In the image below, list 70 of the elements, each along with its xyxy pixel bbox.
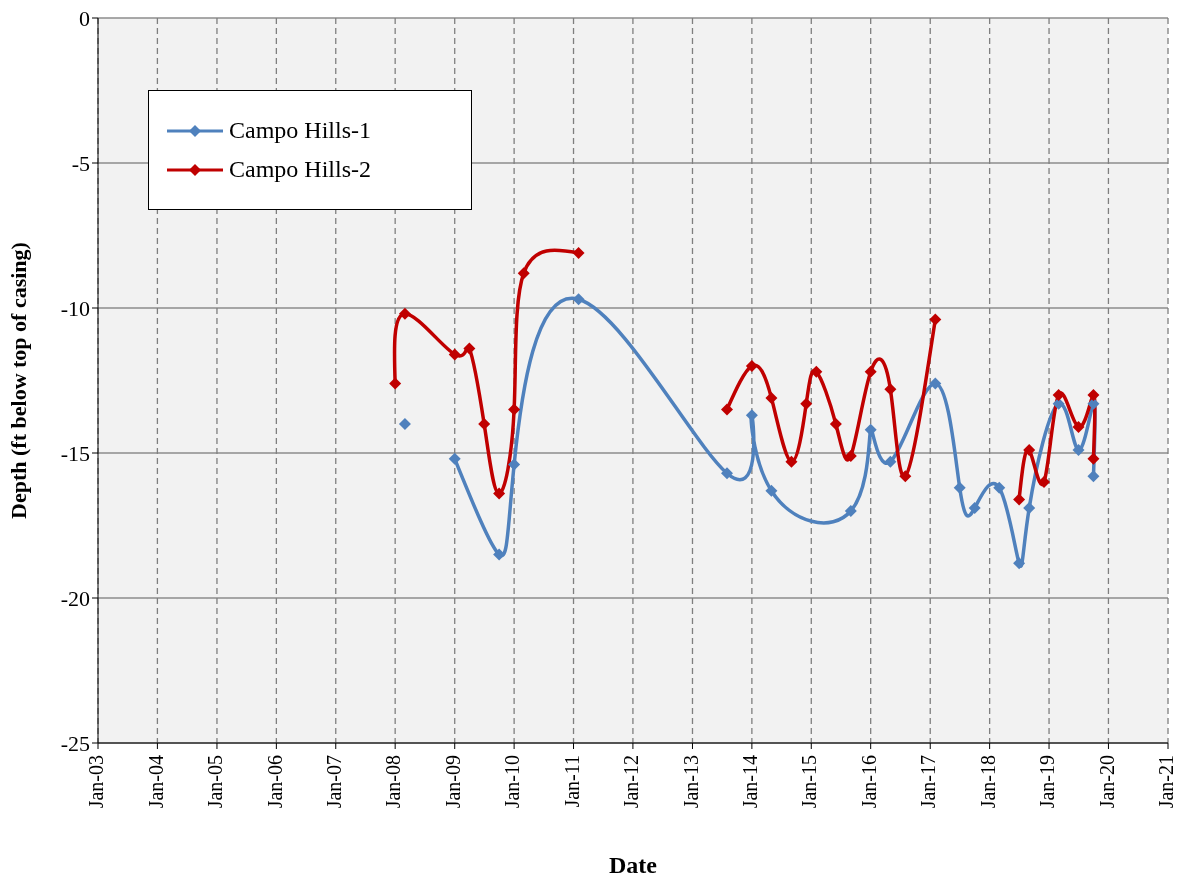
point [398, 418, 411, 430]
point [745, 360, 758, 372]
point [1072, 420, 1085, 433]
x-tick-label: Jan-11 [560, 755, 583, 808]
point [929, 313, 942, 326]
y-tick-label: -25 [60, 730, 90, 756]
point [899, 470, 912, 483]
x-tick-label: Jan-15 [798, 755, 821, 809]
point [1037, 476, 1050, 488]
point [929, 377, 942, 390]
point [953, 481, 966, 494]
point [572, 293, 585, 306]
x-tick-label: Jan-19 [1036, 755, 1059, 809]
x-tick-label: Jan-08 [382, 755, 405, 809]
point [478, 418, 491, 430]
point [1013, 493, 1026, 506]
x-tick-label: Jan-10 [501, 755, 524, 809]
point [884, 383, 897, 396]
point [765, 391, 778, 404]
point [844, 505, 857, 517]
x-tick-label: Jan-12 [620, 755, 643, 809]
x-tick-label: Jan-05 [204, 755, 227, 809]
x-tick-label: Jan-03 [85, 755, 108, 809]
point [389, 377, 402, 390]
x-tick-label: Jan-07 [322, 755, 345, 809]
y-tick-label: -15 [60, 440, 90, 466]
x-tick-label: Jan-14 [739, 755, 762, 809]
x-tick-label: Jan-17 [917, 755, 940, 809]
x-tick-label: Jan-20 [1095, 755, 1118, 809]
point [829, 418, 842, 430]
y-tick-label: 0 [79, 5, 90, 31]
point [720, 403, 733, 416]
point [493, 487, 506, 500]
point [517, 267, 530, 280]
x-tick-label: Jan-16 [857, 755, 880, 809]
x-tick-label: Jan-21 [1155, 755, 1178, 809]
point [493, 548, 506, 561]
y-tick-label: -20 [60, 585, 90, 611]
point [1087, 389, 1100, 401]
point [508, 403, 521, 416]
x-tick-label: Jan-18 [976, 755, 999, 809]
point [1072, 444, 1085, 457]
x-tick-label: Jan-09 [441, 755, 464, 809]
x-tick-label: Jan-13 [679, 755, 702, 809]
point [884, 455, 897, 468]
point [968, 502, 981, 515]
point [1087, 470, 1100, 483]
point [508, 458, 521, 471]
point [448, 452, 461, 465]
point [993, 481, 1006, 494]
y-tick-label: -5 [71, 150, 90, 176]
y-tick-label: -10 [60, 295, 90, 321]
y-axis-title: Depth (ft below top of casing) [5, 242, 31, 519]
point [398, 307, 411, 320]
point [765, 484, 778, 497]
point [1023, 444, 1036, 457]
point [864, 365, 877, 378]
point [463, 342, 476, 355]
point [572, 246, 585, 259]
x-tick-label: Jan-04 [144, 755, 167, 809]
x-axis-title: Date [609, 852, 658, 878]
point [448, 348, 461, 361]
x-tick-label: Jan-06 [263, 755, 286, 809]
point [810, 365, 823, 378]
point [1013, 557, 1026, 570]
legend-label: Campo Hills-1 [229, 117, 371, 144]
point [720, 467, 733, 480]
point [800, 397, 813, 410]
legend-label: Campo Hills-2 [229, 156, 371, 183]
point [785, 455, 798, 468]
